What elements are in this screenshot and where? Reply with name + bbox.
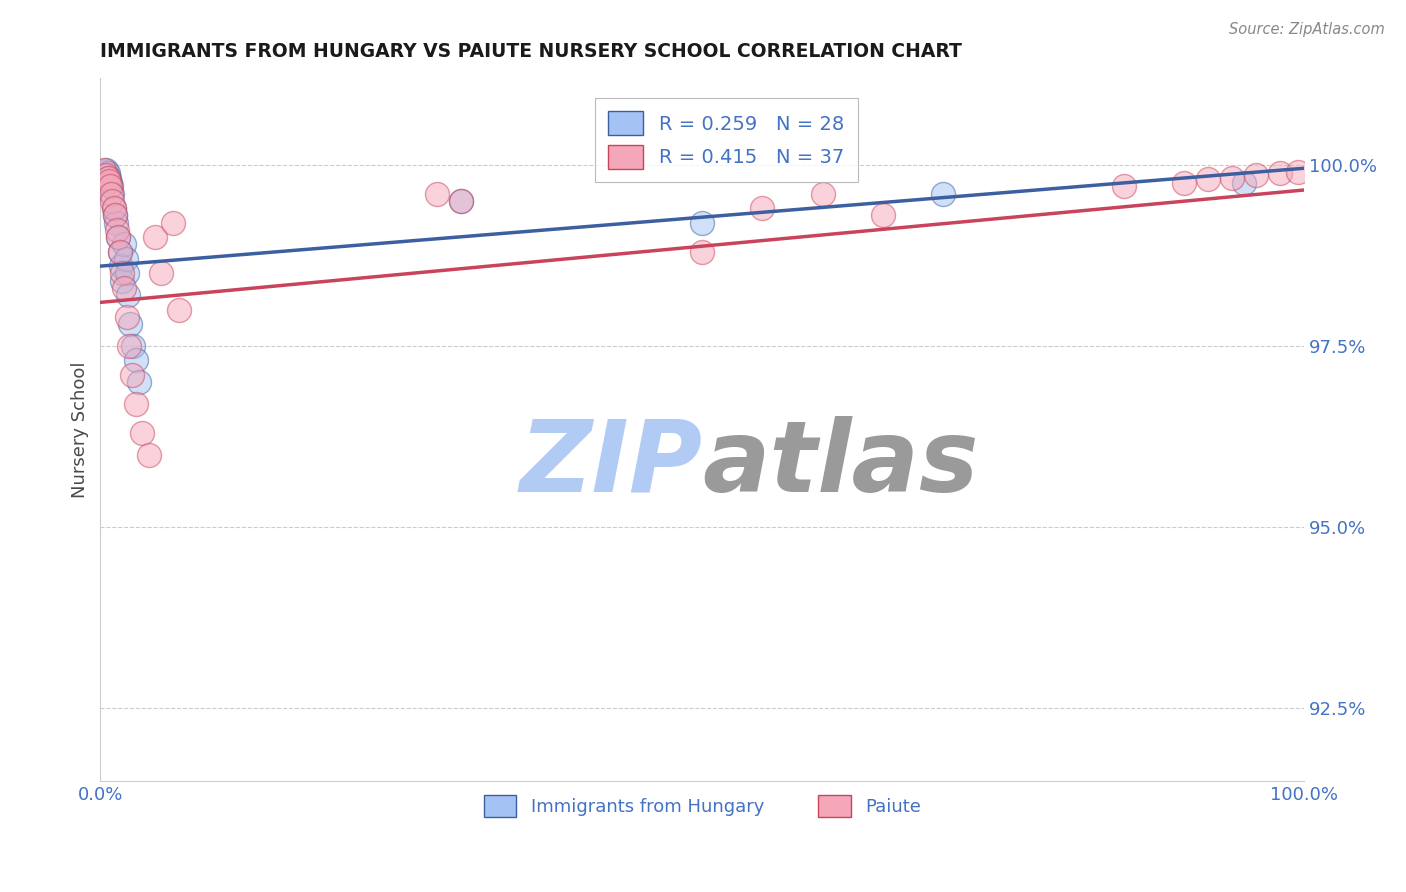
Point [118,339,141,353]
Point [932,186,955,201]
Point [101,194,124,208]
Point [690,216,713,230]
Point [101,186,124,201]
Point [117,288,139,302]
Point [450,194,472,208]
Point [96,163,118,178]
Point [98,176,121,190]
Point [112,237,135,252]
Point [143,230,166,244]
Point [872,208,894,222]
Point [131,425,153,440]
Point [107,230,129,244]
Point [108,244,131,259]
Point [125,397,148,411]
Point [100,179,122,194]
Point [100,186,122,201]
Point [115,266,138,280]
Point [751,201,773,215]
Point [1233,176,1256,190]
Point [1268,166,1291,180]
Point [105,223,128,237]
Point [91,172,114,186]
Point [426,186,449,201]
Point [1112,179,1135,194]
Point [110,259,132,273]
Point [167,302,190,317]
Text: ZIP: ZIP [519,416,702,513]
Point [104,208,127,222]
Point [104,208,127,222]
Point [1173,176,1195,190]
Point [120,317,142,331]
Point [96,169,118,183]
Point [450,194,472,208]
Point [1197,172,1219,186]
Point [128,375,150,389]
Point [97,173,120,187]
Point [103,201,125,215]
Point [1286,165,1309,179]
Point [105,216,128,230]
Point [98,179,121,194]
Point [97,170,120,185]
Point [108,244,131,259]
Text: IMMIGRANTS FROM HUNGARY VS PAIUTE NURSERY SCHOOL CORRELATION CHART: IMMIGRANTS FROM HUNGARY VS PAIUTE NURSER… [100,42,962,61]
Point [125,353,148,368]
Point [93,169,115,183]
Text: Source: ZipAtlas.com: Source: ZipAtlas.com [1229,22,1385,37]
Legend: Immigrants from Hungary, Paiute: Immigrants from Hungary, Paiute [477,789,928,825]
Point [162,216,184,230]
Point [93,163,115,178]
Point [114,252,136,266]
Point [121,368,143,382]
Point [111,266,134,280]
Point [138,448,160,462]
Text: atlas: atlas [702,416,979,513]
Point [1244,169,1267,183]
Point [107,230,129,244]
Point [97,170,120,185]
Point [115,310,138,324]
Point [103,201,125,215]
Point [94,165,117,179]
Point [97,166,120,180]
Point [811,186,834,201]
Y-axis label: Nursery School: Nursery School [72,361,89,498]
Point [149,266,172,280]
Point [690,244,713,259]
Point [1220,170,1243,185]
Point [121,339,143,353]
Point [112,281,135,295]
Point [111,274,134,288]
